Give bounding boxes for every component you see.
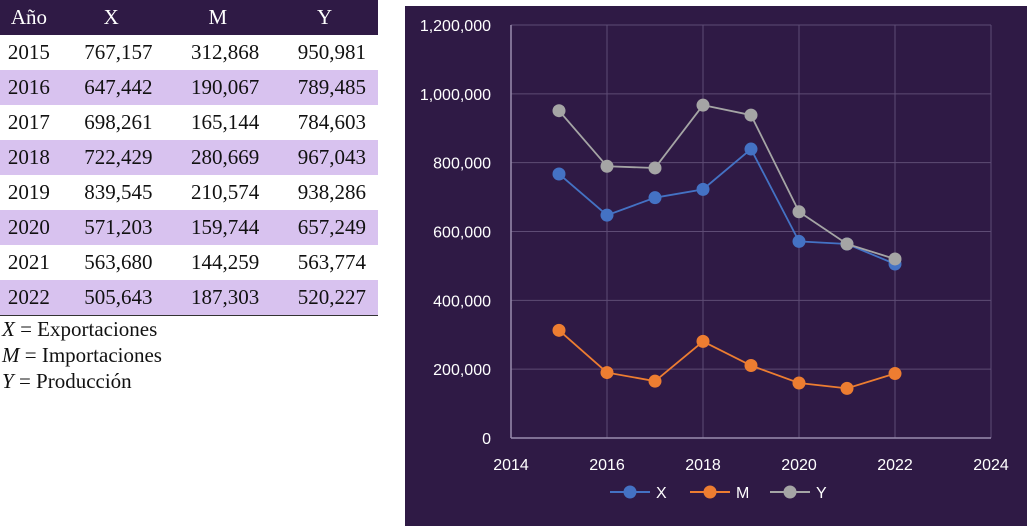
table-cell: 767,157	[84, 40, 153, 64]
line-chart: 0 200,000 400,000 600,000 800,000 1,000,000 1,…	[405, 6, 1027, 526]
data-point-y	[600, 159, 614, 173]
table-cell: 789,485	[297, 75, 366, 99]
table-header-row: Año X M Y	[0, 0, 378, 35]
definition-x: X = Exportaciones	[2, 317, 158, 341]
table-cell: 187,303	[164, 280, 272, 316]
table-cell: 722,429	[84, 145, 153, 169]
table-cell: 165,144	[190, 110, 260, 134]
x-tick-label: 2016	[589, 457, 625, 474]
table-row: 2020 571,203 159,744 657,249	[0, 210, 378, 245]
table-cell: 2021	[7, 250, 50, 274]
table-cell: 647,442	[84, 75, 153, 99]
data-table-area: Año X M Y 2015 767,157 312,868 950,981 2016 6…	[0, 0, 380, 316]
table-row: 2016 647,442 190,067 789,485	[0, 70, 378, 105]
legend-marker-x	[623, 485, 637, 499]
table-cell: 2015	[7, 40, 50, 64]
data-point-m	[696, 334, 710, 348]
data-point-y	[744, 108, 758, 122]
table-row: 2019 839,545 210,574 938,286	[0, 175, 378, 210]
header-year: Año	[10, 5, 47, 29]
series-line-y	[558, 104, 896, 260]
data-point-y	[792, 205, 806, 219]
header-y: Y	[317, 5, 333, 29]
y-tick-label: 800,000	[433, 156, 491, 173]
data-point-y	[552, 104, 566, 118]
chart-svg: 0 200,000 400,000 600,000 800,000 1,000,000 1,…	[420, 18, 1009, 502]
table-cell: 563,680	[84, 250, 153, 274]
x-tick-label: 2020	[781, 457, 817, 474]
definition-y: Y = Producción	[2, 369, 132, 393]
table-cell: 210,574	[190, 180, 260, 204]
data-table: Año X M Y 2015 767,157 312,868 950,981 2016 6…	[0, 0, 378, 316]
table-row: 2022 505,643 187,303 520,227	[0, 280, 378, 316]
data-point-x	[552, 167, 566, 181]
table-cell: 839,545	[84, 180, 153, 204]
table-cell: 2019	[7, 180, 50, 204]
definition-m: M = Importaciones	[2, 343, 162, 367]
legend-label-y: Y	[816, 485, 827, 502]
table-cell: 950,981	[297, 40, 366, 64]
data-point-x	[648, 191, 662, 205]
table-cell: 2020	[7, 215, 50, 239]
table-cell: 520,227	[271, 280, 378, 316]
data-point-m	[792, 376, 806, 390]
table-cell: 563,774	[297, 250, 366, 274]
variable-definitions: X = Exportaciones M = Importaciones Y = …	[2, 316, 162, 394]
table-cell: 657,249	[297, 215, 366, 239]
data-point-x	[600, 208, 614, 222]
data-point-m	[552, 323, 566, 337]
table-cell: 144,259	[190, 250, 260, 274]
table-cell: 505,643	[57, 280, 165, 316]
table-cell: 280,669	[190, 145, 260, 169]
data-point-y	[888, 252, 902, 266]
table-row: 2021 563,680 144,259 563,774	[0, 245, 378, 280]
table-cell: 312,868	[190, 40, 260, 64]
table-cell: 190,067	[190, 75, 260, 99]
table-cell: 938,286	[297, 180, 366, 204]
data-point-x	[792, 234, 806, 248]
y-tick-label: 400,000	[433, 293, 491, 310]
table-row: 2015 767,157 312,868 950,981	[0, 35, 378, 70]
legend-label-m: M	[736, 485, 749, 502]
table-cell: 784,603	[297, 110, 366, 134]
y-tick-label: 200,000	[433, 362, 491, 379]
legend-label-x: X	[656, 485, 667, 502]
data-point-m	[648, 374, 662, 388]
table-cell: 2018	[7, 145, 50, 169]
series-line-x	[558, 147, 896, 265]
table-cell: 571,203	[84, 215, 153, 239]
y-tick-label: 1,200,000	[420, 18, 491, 35]
table-body: 2015 767,157 312,868 950,981 2016 647,442 190,…	[0, 35, 378, 316]
legend-marker-m	[703, 485, 717, 499]
data-point-m	[600, 366, 614, 380]
data-point-m	[744, 359, 758, 373]
y-tick-label: 1,000,000	[420, 87, 491, 104]
table-row: 2018 722,429 280,669 967,043	[0, 140, 378, 175]
table-cell: 2017	[7, 110, 50, 134]
data-point-m	[888, 367, 902, 381]
table-cell: 967,043	[297, 145, 366, 169]
table-cell: 698,261	[84, 110, 153, 134]
data-point-x	[744, 142, 758, 156]
data-point-y	[840, 237, 854, 251]
table-row: 2017 698,261 165,144 784,603	[0, 105, 378, 140]
data-point-y	[696, 98, 710, 112]
header-x: X	[103, 5, 119, 29]
x-tick-label: 2014	[493, 457, 529, 474]
y-tick-label: 600,000	[433, 225, 491, 242]
x-tick-label: 2018	[685, 457, 721, 474]
table-cell: 2022	[0, 280, 58, 316]
x-tick-label: 2024	[973, 457, 1009, 474]
data-point-y	[648, 161, 662, 175]
series-line-m	[558, 329, 896, 390]
table-cell: 2016	[7, 75, 50, 99]
data-point-m	[840, 381, 854, 395]
header-m: M	[208, 5, 228, 29]
y-tick-label: 0	[482, 431, 491, 448]
x-tick-label: 2022	[877, 457, 913, 474]
table-cell: 159,744	[190, 215, 260, 239]
legend-marker-y	[783, 485, 797, 499]
data-point-x	[696, 182, 710, 196]
